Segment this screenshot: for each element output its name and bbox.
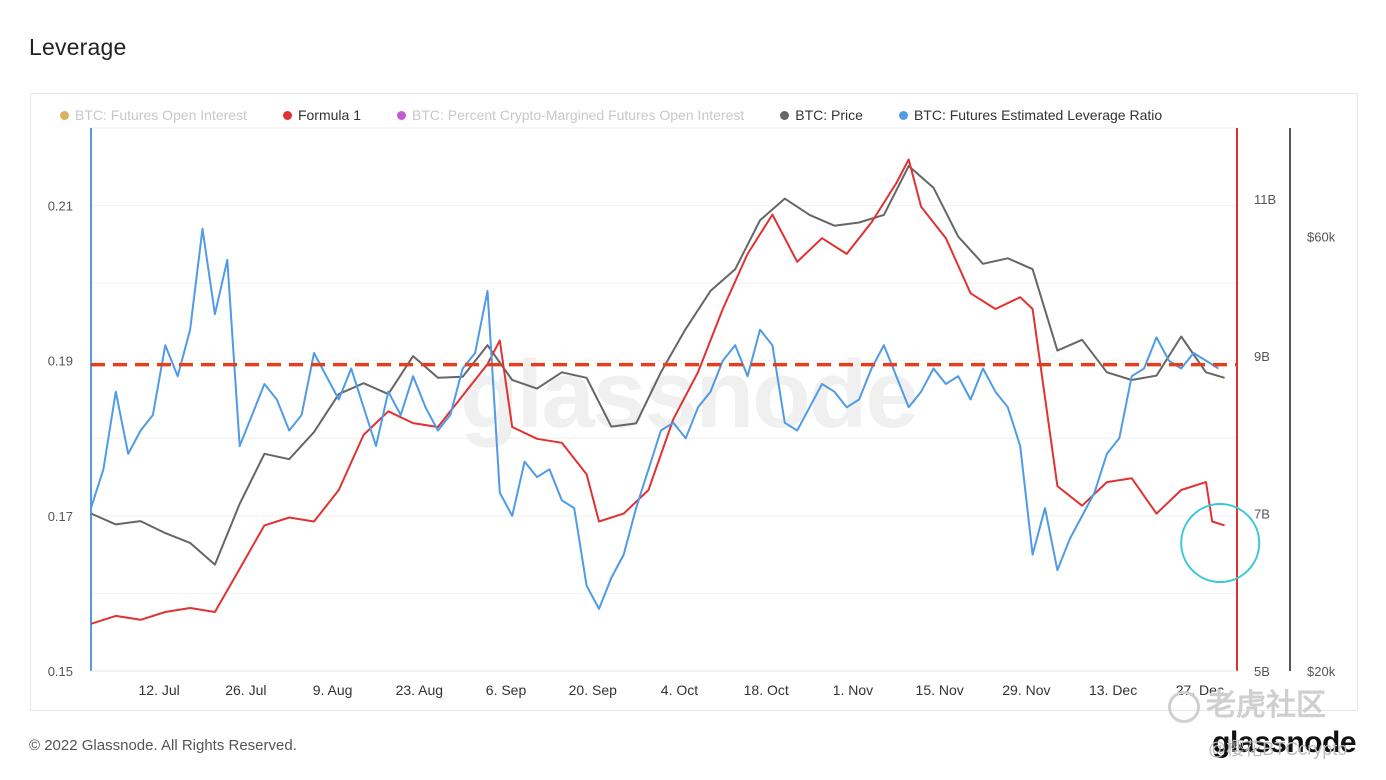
- x-tick-label: 15. Nov: [916, 682, 964, 698]
- y-mid-tick-label: 7B: [1254, 507, 1270, 522]
- formula-1-line: [90, 158, 1225, 625]
- x-tick-label: 4. Oct: [661, 682, 698, 698]
- legend-label: Formula 1: [297, 107, 361, 123]
- legend-item-btc-price[interactable]: BTC: Price: [780, 107, 863, 123]
- chart-legend: BTC: Futures Open Interest Formula 1 BTC…: [60, 105, 1198, 125]
- legend-item-leverage-ratio[interactable]: BTC: Futures Estimated Leverage Ratio: [898, 107, 1163, 123]
- legend-item-formula-1[interactable]: Formula 1: [282, 107, 361, 123]
- x-tick-label: 18. Oct: [744, 682, 789, 698]
- community-watermark-text: 老虎社区: [1206, 689, 1326, 722]
- x-tick-label: 1. Nov: [833, 682, 873, 698]
- chart-frame: [30, 93, 1358, 711]
- legend-dot-icon: [898, 110, 908, 120]
- y-right-tick-label: $20k: [1307, 664, 1336, 679]
- x-tick-label: 12. Jul: [139, 682, 180, 698]
- y-left-tick-label: 0.17: [48, 509, 73, 524]
- y-mid-tick-label: 11B: [1254, 192, 1276, 207]
- tiger-logo-icon: [1168, 691, 1200, 724]
- y-mid-tick-label: 5B: [1254, 664, 1270, 679]
- x-tick-label: 13. Dec: [1089, 682, 1137, 698]
- x-tick-label: 26. Jul: [225, 682, 266, 698]
- y-left-tick-label: 0.19: [48, 354, 73, 369]
- legend-label: BTC: Price: [795, 107, 863, 123]
- x-tick-label: 29. Nov: [1002, 682, 1050, 698]
- y-mid-tick-label: 9B: [1254, 349, 1270, 364]
- user-handle: @樱花BTCcrypto: [1208, 739, 1348, 759]
- leverage-ratio-line: [90, 227, 1219, 610]
- legend-item-crypto-margined-oi[interactable]: BTC: Percent Crypto-Margined Futures Ope…: [397, 107, 744, 123]
- x-tick-label: 9. Aug: [313, 682, 353, 698]
- legend-label: BTC: Percent Crypto-Margined Futures Ope…: [412, 107, 745, 123]
- highlight-circle: [1180, 503, 1261, 584]
- legend-item-futures-open-interest[interactable]: BTC: Futures Open Interest: [60, 107, 247, 123]
- page-title: Leverage: [29, 34, 127, 60]
- legend-label: BTC: Futures Estimated Leverage Ratio: [913, 107, 1163, 123]
- community-watermark: 老虎社区: [1168, 680, 1326, 724]
- legend-label: BTC: Futures Open Interest: [75, 107, 247, 123]
- glassnode-logo: glassnode: [1212, 726, 1356, 759]
- x-tick-label: 6. Sep: [486, 682, 527, 698]
- copyright-text: © 2022 Glassnode. All Rights Reserved.: [29, 737, 297, 754]
- legend-dot-icon: [780, 110, 790, 120]
- y-left-tick-label: 0.15: [48, 664, 73, 679]
- x-tick-label: 20. Sep: [569, 682, 617, 698]
- legend-dot-icon: [282, 110, 292, 120]
- y-right-tick-label: $60k: [1307, 230, 1336, 245]
- x-tick-label: 23. Aug: [396, 682, 444, 698]
- legend-dot-icon: [397, 110, 406, 120]
- btc-price-line: [90, 165, 1225, 566]
- y-left-tick-label: 0.21: [48, 199, 73, 214]
- legend-dot-icon: [60, 110, 69, 120]
